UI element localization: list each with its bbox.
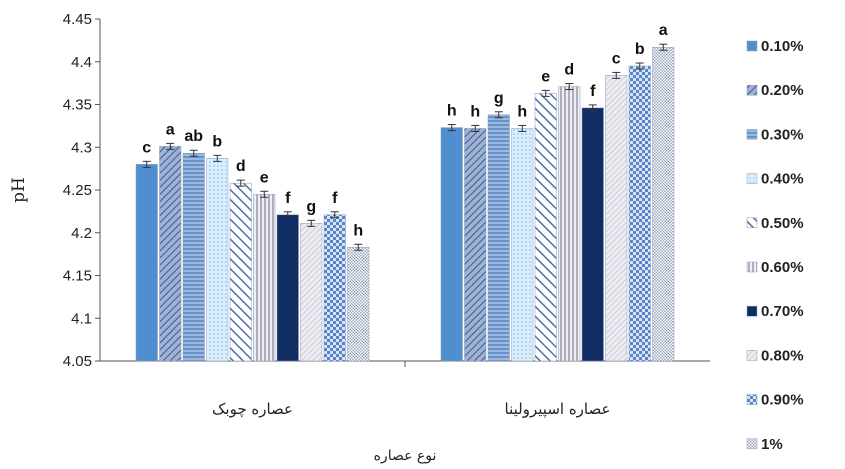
bar — [159, 146, 182, 362]
data-label: h — [447, 103, 457, 120]
legend-swatch — [746, 173, 758, 184]
bar — [487, 114, 510, 362]
legend-swatch — [746, 438, 758, 450]
legend-swatch — [746, 84, 758, 96]
data-label: d — [236, 158, 246, 175]
data-label: g — [306, 198, 316, 215]
bar — [276, 214, 299, 362]
bar — [300, 223, 323, 362]
legend-label: 0.40% — [761, 171, 804, 188]
bar — [464, 128, 487, 362]
data-label: e — [541, 68, 550, 85]
legend-swatch — [746, 261, 758, 273]
legend-label: 1% — [761, 436, 783, 453]
legend-label: 0.60% — [761, 259, 804, 276]
legend-swatch — [746, 217, 758, 229]
data-label: d — [564, 62, 574, 79]
legend-swatch — [746, 129, 758, 140]
x-category-label: عصاره چوبک — [212, 400, 293, 418]
data-label: g — [494, 90, 504, 107]
y-axis-label: pH — [9, 177, 29, 203]
legend: 0.10% 0.20% 0.30% 0.40% 0.50% 0.60% 0.70% 0.80%… — [746, 38, 804, 453]
bar — [206, 158, 229, 362]
bar — [440, 127, 463, 362]
data-label: f — [590, 83, 596, 100]
x-axis-label: نوع عصاره — [374, 448, 437, 464]
bar — [511, 128, 534, 362]
data-label: a — [659, 22, 668, 39]
data-label: e — [260, 169, 269, 186]
data-label: ab — [184, 128, 203, 145]
bar — [652, 46, 675, 362]
data-label: c — [612, 50, 621, 67]
legend-swatch — [746, 350, 758, 361]
bar — [182, 152, 205, 362]
legend-swatch — [746, 305, 758, 317]
y-tick-label: 4.1 — [71, 310, 92, 327]
y-tick-label: 4.2 — [71, 225, 92, 242]
data-label: h — [517, 103, 527, 120]
bar — [323, 214, 346, 362]
legend-swatch — [746, 40, 758, 52]
y-tick-label: 4.4 — [71, 54, 92, 71]
legend-label: 0.50% — [761, 215, 804, 232]
bar — [135, 164, 158, 362]
data-label: f — [332, 190, 338, 207]
y-tick-label: 4.05 — [63, 353, 92, 370]
data-label: c — [142, 139, 151, 156]
data-label: b — [212, 133, 222, 150]
data-label: b — [635, 41, 645, 58]
data-label: a — [166, 121, 175, 138]
bar — [229, 182, 252, 362]
legend-swatch — [746, 394, 758, 405]
legend-label: 0.30% — [761, 126, 804, 143]
y-tick-label: 4.3 — [71, 139, 92, 156]
legend-label: 0.80% — [761, 347, 804, 364]
bar — [558, 86, 581, 362]
y-tick-label: 4.35 — [63, 97, 92, 114]
axes: 4.05 4.1 4.15 4.2 4.25 4.3 4.35 4.4 4.45 pH نوع عص… — [9, 11, 710, 464]
x-category-label: عصاره اسپیرولینا — [505, 400, 611, 419]
bar — [253, 194, 276, 362]
data-label: h — [353, 222, 363, 239]
bar — [605, 75, 628, 362]
legend-label: 0.90% — [761, 392, 804, 409]
y-tick-label: 4.15 — [63, 268, 92, 285]
y-tick-label: 4.25 — [63, 182, 92, 199]
y-tick-label: 4.45 — [63, 11, 92, 28]
bar — [628, 65, 651, 362]
legend-label: 0.10% — [761, 38, 804, 55]
data-label: f — [285, 190, 291, 207]
legend-label: 0.20% — [761, 82, 804, 99]
data-label: h — [470, 103, 480, 120]
bar — [534, 93, 557, 362]
bar — [347, 247, 370, 362]
legend-label: 0.70% — [761, 303, 804, 320]
bar — [581, 107, 604, 362]
